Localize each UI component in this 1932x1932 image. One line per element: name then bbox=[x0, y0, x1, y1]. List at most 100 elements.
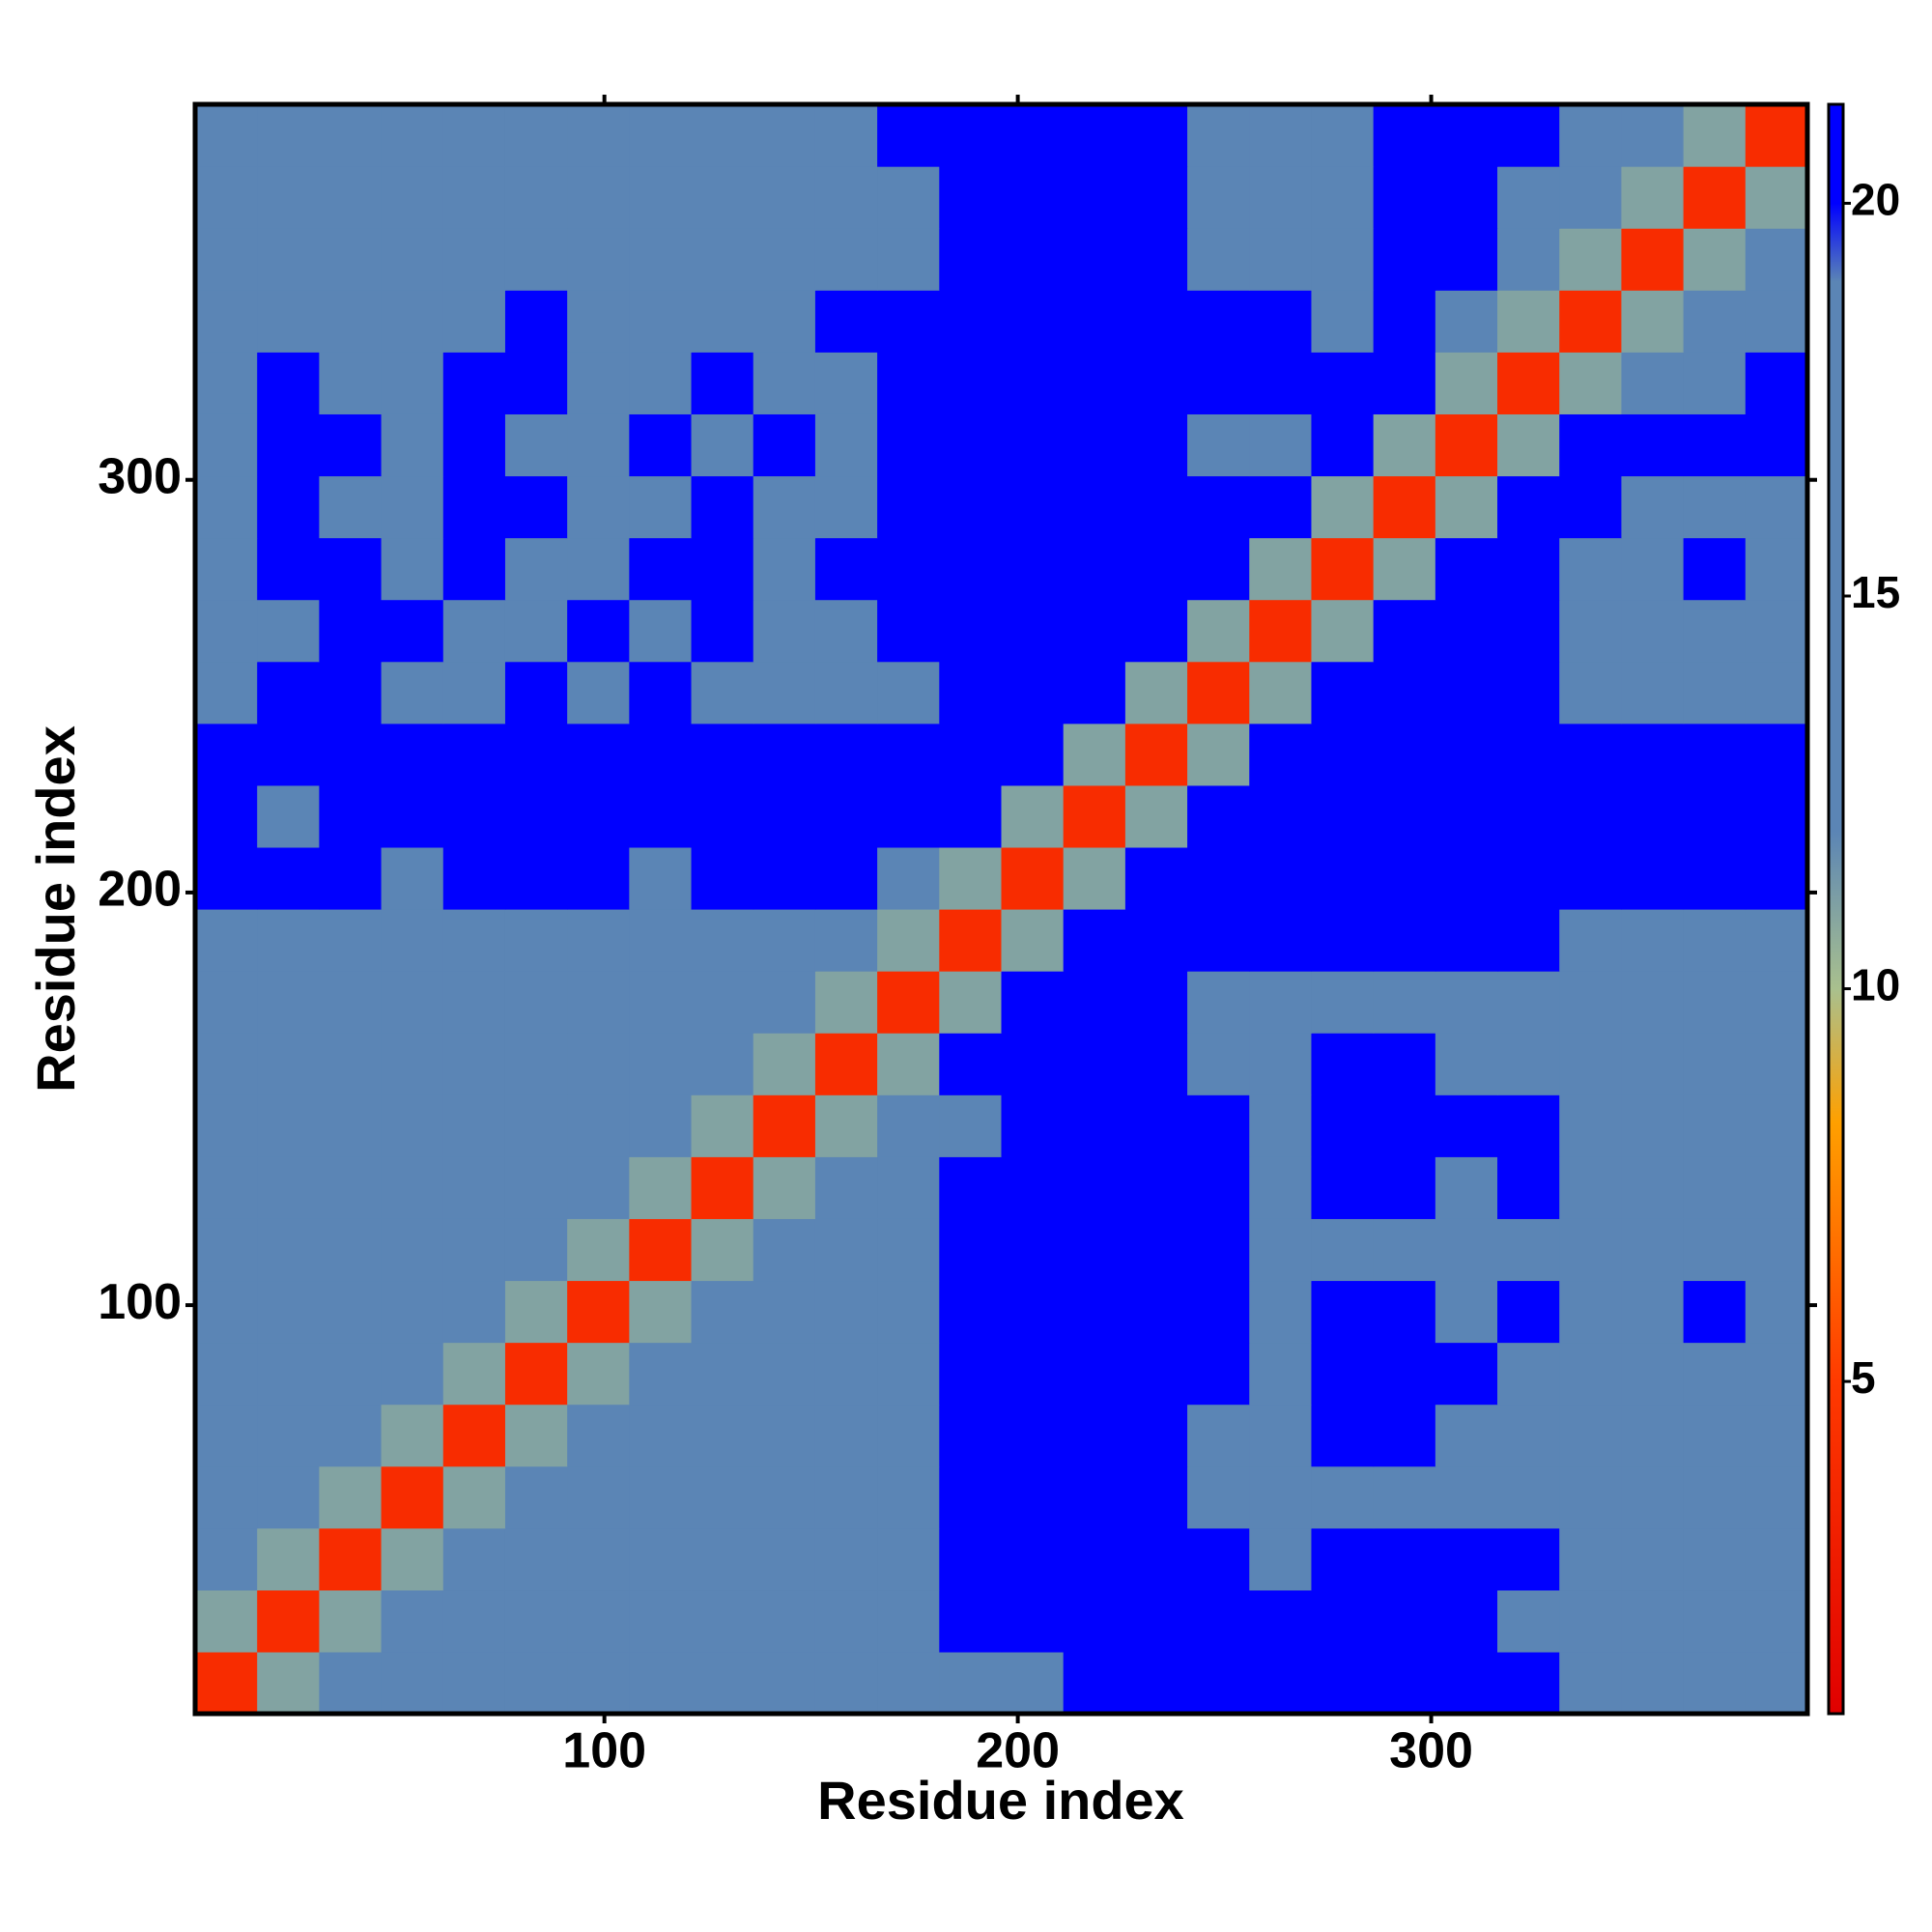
y-tick-label: 100 bbox=[98, 1274, 182, 1330]
heatmap-cell bbox=[939, 1033, 1003, 1095]
heatmap-cell bbox=[814, 537, 878, 601]
heatmap-cell bbox=[1187, 166, 1250, 229]
heatmap-cell bbox=[504, 971, 568, 1034]
heatmap-cell bbox=[814, 1218, 878, 1282]
heatmap-cell bbox=[381, 352, 444, 414]
heatmap-cell bbox=[1497, 1280, 1560, 1344]
heatmap-cell bbox=[442, 1527, 506, 1591]
heatmap-cell bbox=[1621, 1033, 1685, 1095]
heatmap-cell bbox=[877, 166, 940, 229]
heatmap-cell bbox=[1001, 846, 1065, 910]
heatmap-cell bbox=[1683, 166, 1747, 229]
heatmap-cell bbox=[629, 352, 693, 414]
heatmap-cell bbox=[629, 537, 693, 601]
heatmap-cell bbox=[1187, 1651, 1250, 1715]
heatmap-cell bbox=[257, 1156, 320, 1219]
heatmap-cell bbox=[1621, 166, 1685, 229]
heatmap-cell bbox=[814, 971, 878, 1034]
heatmap-cell bbox=[939, 166, 1003, 229]
heatmap-cell bbox=[753, 599, 816, 663]
heatmap-cell bbox=[1621, 599, 1685, 663]
heatmap-cell bbox=[1683, 661, 1747, 724]
heatmap-cell bbox=[1373, 599, 1436, 663]
heatmap-cell bbox=[1497, 1094, 1560, 1157]
heatmap-cell bbox=[1063, 1465, 1126, 1529]
heatmap-cell bbox=[442, 1218, 506, 1282]
heatmap-cell bbox=[1373, 290, 1436, 353]
heatmap-cell bbox=[1621, 475, 1685, 539]
heatmap-cell bbox=[1745, 1342, 1808, 1406]
heatmap-cell bbox=[257, 228, 320, 291]
heatmap-cell bbox=[257, 290, 320, 353]
heatmap-cell bbox=[257, 846, 320, 910]
heatmap-cell bbox=[1683, 537, 1747, 601]
heatmap-cell bbox=[442, 599, 506, 663]
heatmap-cell bbox=[1559, 971, 1623, 1034]
heatmap-cell bbox=[691, 1465, 754, 1529]
heatmap-cell bbox=[814, 1156, 878, 1219]
heatmap-cell bbox=[257, 352, 320, 414]
heatmap-cell bbox=[1435, 1589, 1498, 1653]
heatmap-cell bbox=[1435, 352, 1498, 414]
heatmap-cell bbox=[691, 537, 754, 601]
heatmap-cell bbox=[1745, 166, 1808, 229]
heatmap-cell bbox=[1249, 104, 1313, 167]
heatmap-cell bbox=[1001, 352, 1065, 414]
heatmap-cell bbox=[1311, 475, 1375, 539]
heatmap-cell bbox=[381, 1156, 444, 1219]
heatmap-cell bbox=[814, 1589, 878, 1653]
heatmap-cell bbox=[939, 723, 1003, 786]
heatmap-cell bbox=[1249, 352, 1313, 414]
heatmap-cell bbox=[442, 475, 506, 539]
heatmap-cell bbox=[629, 290, 693, 353]
heatmap-cell bbox=[1124, 1404, 1188, 1467]
heatmap-cell bbox=[1745, 599, 1808, 663]
heatmap-cell bbox=[567, 1218, 630, 1282]
heatmap-cell bbox=[691, 971, 754, 1034]
heatmap-cell bbox=[567, 846, 630, 910]
heatmap-cell bbox=[504, 1033, 568, 1095]
heatmap-cell bbox=[1745, 1094, 1808, 1157]
heatmap-cell bbox=[691, 784, 754, 848]
heatmap-cell bbox=[1249, 475, 1313, 539]
heatmap-cell bbox=[1497, 413, 1560, 477]
heatmap-cell bbox=[1621, 723, 1685, 786]
heatmap-cell bbox=[504, 1218, 568, 1282]
heatmap-cell bbox=[1311, 228, 1375, 291]
heatmap-cell bbox=[1497, 352, 1560, 414]
heatmap-cell bbox=[1559, 413, 1623, 477]
heatmap-cell bbox=[442, 1342, 506, 1406]
heatmap-cell bbox=[442, 166, 506, 229]
heatmap-cell bbox=[1311, 352, 1375, 414]
heatmap-cell bbox=[195, 1280, 258, 1344]
heatmap-cell bbox=[1497, 1527, 1560, 1591]
heatmap-cell bbox=[1311, 661, 1375, 724]
heatmap-cell bbox=[1621, 1156, 1685, 1219]
heatmap-cell bbox=[1001, 475, 1065, 539]
heatmap-cell bbox=[1187, 537, 1250, 601]
heatmap-cell bbox=[504, 1280, 568, 1344]
heatmap-cell bbox=[1001, 661, 1065, 724]
heatmap-cell bbox=[1621, 104, 1685, 167]
heatmap-cell bbox=[257, 1404, 320, 1467]
heatmap-cell bbox=[1187, 1033, 1250, 1095]
x-axis-title: Residue index bbox=[817, 1770, 1184, 1831]
heatmap-cell bbox=[1497, 909, 1560, 972]
heatmap-cell bbox=[1187, 228, 1250, 291]
heatmap-cell bbox=[381, 228, 444, 291]
heatmap-cell bbox=[691, 475, 754, 539]
heatmap-cell bbox=[195, 1156, 258, 1219]
heatmap-cell bbox=[691, 1651, 754, 1715]
heatmap-cell bbox=[381, 1094, 444, 1157]
heatmap-cell bbox=[939, 413, 1003, 477]
heatmap-cell bbox=[1497, 1465, 1560, 1529]
heatmap-cell bbox=[442, 1465, 506, 1529]
heatmap-cell bbox=[753, 1156, 816, 1219]
heatmap-cell bbox=[1559, 228, 1623, 291]
heatmap-cell bbox=[1063, 661, 1126, 724]
heatmap-cell bbox=[814, 599, 878, 663]
heatmap-cell bbox=[195, 599, 258, 663]
heatmap-cell bbox=[1373, 1156, 1436, 1219]
heatmap-cell bbox=[381, 846, 444, 910]
heatmap-cell bbox=[567, 166, 630, 229]
